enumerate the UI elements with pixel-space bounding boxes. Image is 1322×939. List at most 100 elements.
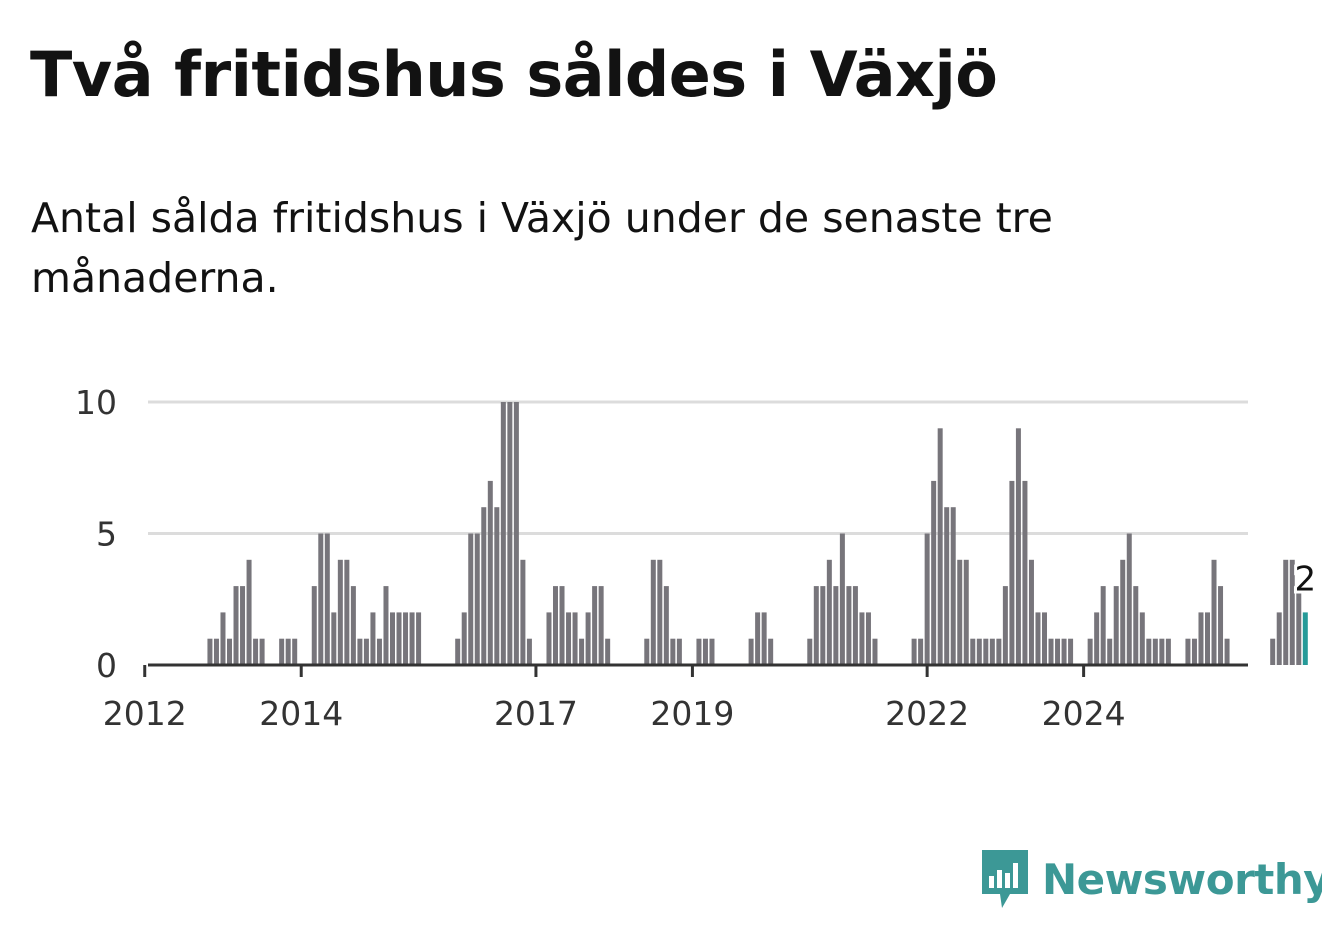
bar xyxy=(240,586,246,665)
bar xyxy=(1107,638,1113,665)
bar xyxy=(1198,612,1204,665)
bar xyxy=(572,612,578,665)
bar xyxy=(1185,638,1191,665)
bar xyxy=(644,638,650,665)
bar xyxy=(1068,638,1074,665)
x-tick-label-2017: 2017 xyxy=(494,694,578,733)
bar xyxy=(996,638,1002,665)
bar xyxy=(676,638,682,665)
x-tick-label-2014: 2014 xyxy=(259,694,343,733)
bar xyxy=(383,586,389,665)
x-tick-label-2019: 2019 xyxy=(650,694,734,733)
bar xyxy=(963,559,969,665)
bar xyxy=(768,638,774,665)
bar xyxy=(865,612,871,665)
bars xyxy=(207,402,1308,665)
bar xyxy=(1270,638,1276,665)
bar xyxy=(1126,533,1132,665)
bar xyxy=(1211,559,1217,665)
bar xyxy=(396,612,402,665)
bar xyxy=(1165,638,1171,665)
bar xyxy=(500,402,506,665)
bar-highlight xyxy=(1302,612,1308,665)
bar xyxy=(1094,612,1100,665)
bar xyxy=(1139,612,1145,665)
bar xyxy=(976,638,982,665)
brand-logo: Newsworthy xyxy=(980,848,1322,910)
bar-chart: 0 5 10 2012 2014 2017 2019 2022 2024 2 xyxy=(75,383,1319,733)
bar xyxy=(709,638,715,665)
bar xyxy=(983,638,989,665)
bar xyxy=(285,638,291,665)
bar xyxy=(520,559,526,665)
chart-title: Två fritidshus såldes i Växjö xyxy=(30,38,998,111)
bar xyxy=(370,612,376,665)
x-tick-label-2012: 2012 xyxy=(103,694,187,733)
highlight-value-label: 2 xyxy=(1294,559,1316,599)
bar xyxy=(1289,559,1295,665)
bar xyxy=(559,586,565,665)
bar xyxy=(331,612,337,665)
bar xyxy=(1296,586,1302,665)
bar xyxy=(468,533,474,665)
bar xyxy=(1205,612,1210,665)
bar xyxy=(513,402,519,665)
bar xyxy=(852,586,858,665)
bar xyxy=(598,586,604,665)
bar xyxy=(957,559,963,665)
bar xyxy=(259,638,265,665)
bar xyxy=(233,586,239,665)
gridlines xyxy=(148,400,1248,535)
x-tick-label-2022: 2022 xyxy=(885,694,969,733)
bar xyxy=(546,612,552,665)
bar xyxy=(839,533,845,665)
bar xyxy=(494,507,500,665)
bar xyxy=(481,507,487,665)
bar xyxy=(650,559,656,665)
bar xyxy=(553,586,558,665)
y-tick-label-10: 10 xyxy=(75,383,117,422)
bar xyxy=(487,480,493,665)
bar xyxy=(566,612,572,665)
bar xyxy=(455,638,461,665)
bar xyxy=(970,638,976,665)
bar xyxy=(670,638,676,665)
bar xyxy=(220,612,226,665)
bar xyxy=(1035,612,1041,665)
bar xyxy=(950,507,956,665)
bar xyxy=(872,638,878,665)
bar xyxy=(279,638,285,665)
bar xyxy=(461,612,467,665)
bar xyxy=(702,638,708,665)
bar xyxy=(409,612,415,665)
bar xyxy=(833,586,839,665)
bar xyxy=(507,402,513,665)
bar xyxy=(324,533,330,665)
x-tick-label-2024: 2024 xyxy=(1042,694,1126,733)
bar xyxy=(663,586,669,665)
bar xyxy=(807,638,813,665)
bar xyxy=(911,638,917,665)
bar xyxy=(1218,586,1224,665)
bar xyxy=(931,480,937,665)
bar xyxy=(337,559,343,665)
bar xyxy=(1087,638,1093,665)
bar xyxy=(1015,428,1021,665)
bar xyxy=(1191,638,1197,665)
bar xyxy=(918,638,924,665)
bar xyxy=(1152,638,1158,665)
bar xyxy=(826,559,832,665)
bar xyxy=(311,586,317,665)
bar xyxy=(376,638,382,665)
bar xyxy=(1002,586,1008,665)
bar xyxy=(859,612,865,665)
y-tick-label-5: 5 xyxy=(96,515,117,554)
bar xyxy=(605,638,611,665)
bar xyxy=(344,559,350,665)
bar xyxy=(357,638,363,665)
bar xyxy=(846,586,852,665)
bar xyxy=(1113,586,1119,665)
bar xyxy=(657,559,663,665)
bar xyxy=(292,638,298,665)
bar xyxy=(390,612,395,665)
